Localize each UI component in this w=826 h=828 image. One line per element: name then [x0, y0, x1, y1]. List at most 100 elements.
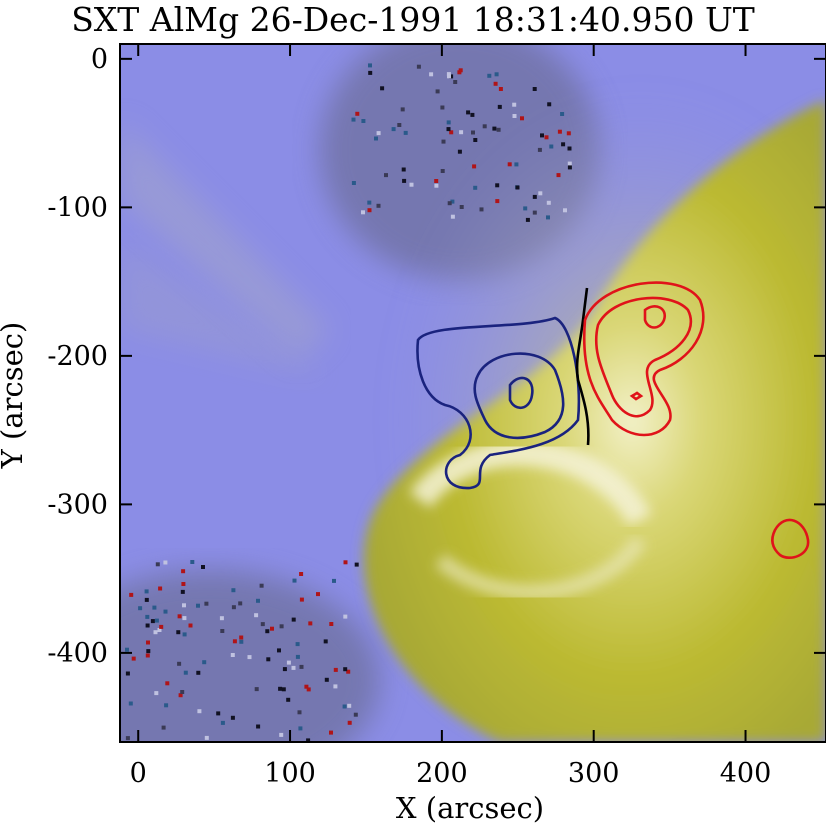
noise-speckles — [125, 63, 572, 742]
noise-pixel — [532, 87, 537, 91]
noise-pixel — [346, 669, 351, 674]
noise-pixel — [507, 162, 512, 167]
noise-pixel — [180, 589, 185, 594]
noise-pixel — [561, 142, 566, 147]
noise-pixel — [355, 111, 360, 116]
noise-pixel — [159, 624, 164, 629]
noise-pixel — [128, 701, 133, 706]
noise-pixel — [197, 709, 202, 714]
noise-pixel — [449, 130, 454, 135]
noise-pixel — [144, 597, 149, 602]
noise-pixel — [231, 605, 236, 610]
noise-pixel — [466, 110, 471, 115]
noise-pixel — [532, 194, 537, 199]
noise-pixel — [220, 629, 225, 633]
noise-pixel — [183, 670, 188, 675]
noise-pixel — [495, 183, 500, 188]
noise-pixel — [129, 592, 134, 597]
noise-pixel — [279, 624, 284, 629]
noise-pixel — [546, 200, 551, 205]
noise-pixel — [546, 215, 550, 220]
red-contour-middle — [594, 296, 693, 418]
noise-pixel — [343, 560, 348, 565]
noise-pixel — [342, 704, 347, 709]
noise-pixel — [204, 735, 209, 740]
noise-pixel — [230, 653, 235, 657]
noise-pixel — [316, 592, 320, 597]
solar-image — [120, 44, 826, 742]
noise-pixel — [332, 578, 336, 583]
noise-pixel — [374, 136, 378, 141]
noise-pixel — [254, 687, 259, 692]
blue-contours — [416, 316, 581, 490]
noise-pixel — [537, 147, 542, 152]
noise-pixel — [367, 200, 372, 205]
x-tick-label: 100 — [264, 758, 316, 789]
noise-pixel — [384, 173, 388, 178]
blue-contour-outer — [416, 316, 581, 490]
noise-pixel — [292, 578, 297, 583]
noise-pixel — [291, 665, 296, 670]
noise-pixel — [188, 623, 193, 628]
noise-pixel — [238, 601, 243, 606]
plot-frame — [119, 43, 826, 743]
noise-pixel — [440, 169, 445, 173]
noise-pixel — [177, 614, 182, 619]
noise-pixel — [361, 210, 365, 215]
noise-pixel — [470, 112, 475, 117]
noise-pixel — [494, 72, 499, 77]
x-tick-label: 300 — [568, 758, 620, 789]
noise-pixel — [265, 629, 270, 634]
noise-pixel — [429, 72, 434, 77]
noise-pixel — [434, 183, 439, 188]
noise-pixel — [497, 104, 502, 109]
noise-pixel — [145, 623, 150, 628]
noise-pixel — [380, 86, 385, 91]
x-tick-label: 0 — [130, 758, 147, 789]
noise-pixel — [401, 167, 406, 172]
noise-pixel — [538, 191, 543, 196]
noise-pixel — [333, 684, 338, 689]
noise-pixel — [299, 664, 304, 669]
noise-pixel — [260, 622, 265, 627]
y-tick-label: -300 — [47, 489, 108, 520]
noise-pixel — [556, 173, 561, 178]
noise-pixel — [239, 635, 244, 640]
noise-pixel — [450, 199, 455, 204]
y-axis-ticks: 0 -100 -200 -300 -400 — [47, 44, 826, 669]
noise-pixel — [368, 63, 372, 68]
noise-pixel — [376, 131, 381, 136]
noise-pixel — [493, 81, 498, 86]
noise-pixel — [182, 603, 186, 608]
noise-pixel — [219, 616, 224, 621]
noise-pixel — [563, 208, 567, 213]
noise-pixel — [201, 565, 205, 569]
noise-pixel — [204, 601, 209, 606]
noise-pixel — [544, 135, 549, 140]
noise-pixel — [409, 182, 414, 187]
noise-pixel — [471, 130, 475, 135]
noise-pixel — [247, 655, 252, 660]
noise-pixel — [286, 697, 291, 702]
noise-pixel — [202, 660, 207, 665]
blue-contour-inner — [508, 376, 534, 409]
noise-pixel — [351, 181, 356, 185]
noise-pixel — [440, 105, 445, 110]
noise-pixel — [154, 691, 159, 696]
noise-pixel — [520, 116, 524, 121]
noise-pixel — [441, 139, 446, 144]
noise-pixel — [125, 647, 129, 652]
noise-pixel — [367, 208, 372, 213]
noise-pixel — [472, 164, 477, 169]
red-contour-right — [770, 518, 810, 560]
noise-pixel — [487, 73, 492, 78]
x-tick-label: 200 — [416, 758, 468, 789]
noise-pixel — [155, 562, 160, 567]
noise-pixel — [230, 715, 235, 720]
noise-pixel — [391, 127, 396, 132]
noise-pixel — [416, 64, 421, 69]
noise-pixel — [400, 107, 405, 112]
noise-pixel — [308, 621, 313, 626]
noise-pixel — [473, 138, 478, 142]
noise-pixel — [450, 214, 455, 219]
